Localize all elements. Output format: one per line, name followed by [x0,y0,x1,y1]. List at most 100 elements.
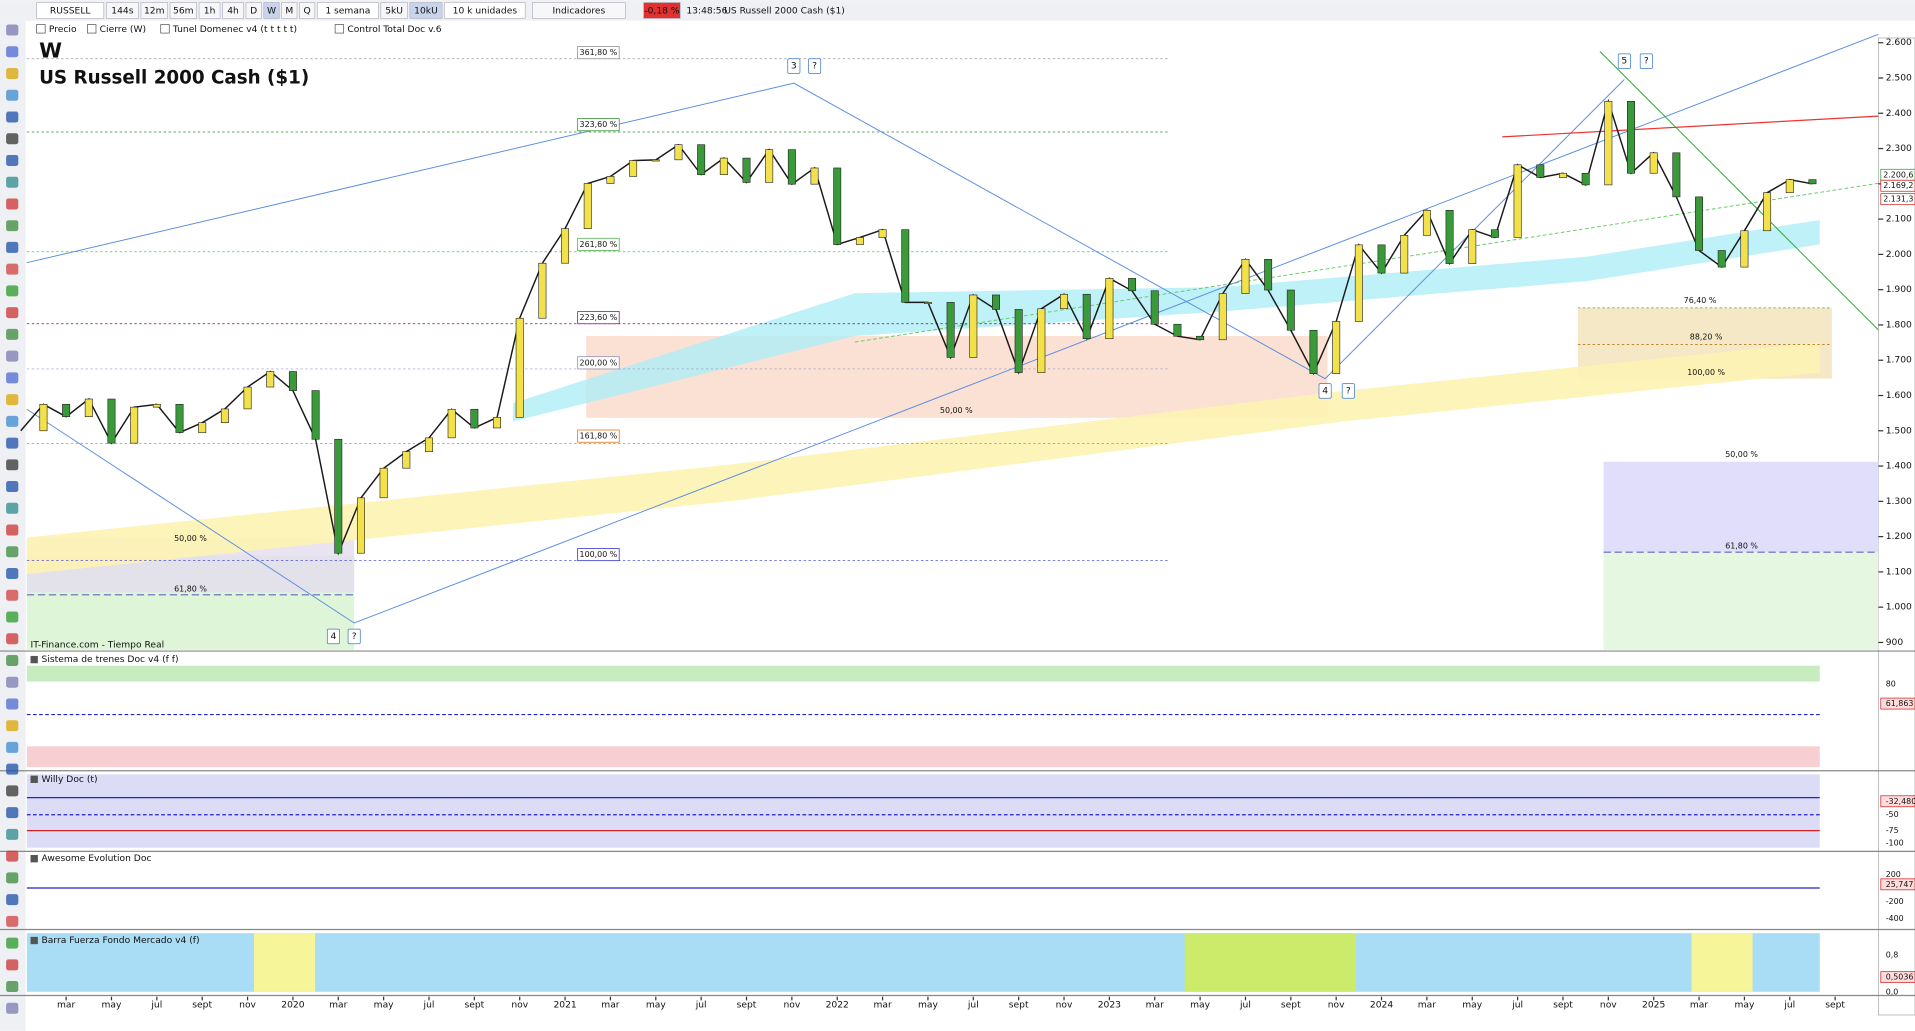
fib-label: 100,00 % [580,550,618,559]
timeframe-button[interactable]: 56m [173,7,194,17]
unit-button-bg[interactable] [380,2,408,19]
timeframe-button[interactable]: W [267,7,276,17]
tool-icon[interactable] [6,89,19,101]
tool-icon[interactable] [6,481,19,493]
tool-icon[interactable] [6,502,19,514]
tool-icon[interactable] [6,437,19,449]
timeframe-button-bg[interactable] [105,2,139,19]
timeframe-button[interactable]: 12m [144,7,165,17]
legend-box[interactable] [36,24,46,34]
x-tick-label: sept [1009,1001,1029,1011]
tool-icon[interactable] [6,524,19,536]
unit-select-bg[interactable] [444,2,526,19]
legend-item[interactable]: Precio [49,25,77,35]
x-tick-label: jul [1511,1001,1523,1011]
tool-icon[interactable] [6,68,19,80]
tool-icon[interactable] [6,350,19,362]
tool-icon[interactable] [6,589,19,601]
tool-icon[interactable] [6,285,19,297]
tool-icon[interactable] [6,46,19,58]
timeframe-button[interactable]: M [285,7,293,17]
tool-icon[interactable] [6,263,19,275]
legend-box[interactable] [160,24,170,34]
tool-icon[interactable] [6,220,19,232]
tool-icon[interactable] [6,959,19,971]
tool-icon[interactable] [6,937,19,949]
legend-item[interactable]: Control Total Doc v.6 [347,25,441,35]
timeframe-button-bg[interactable] [245,2,262,19]
timeframe-button-bg[interactable] [299,2,316,19]
unit-button-bg[interactable] [409,2,443,19]
timeframe-button[interactable]: Q [304,7,311,17]
timeframe-button-bg[interactable] [222,2,244,19]
tool-icon[interactable] [6,828,19,840]
tool-icon[interactable] [6,785,19,797]
tool-icon[interactable] [6,459,19,471]
tool-icon[interactable] [6,241,19,253]
tool-icon[interactable] [6,633,19,645]
tool-icon[interactable] [6,611,19,623]
tool-icon[interactable] [6,807,19,819]
timeframe-button-bg[interactable] [198,2,221,19]
tool-icon[interactable] [6,676,19,688]
timeframe-button-bg[interactable] [263,2,280,19]
tool-icon[interactable] [6,154,19,166]
timeframe-button-bg[interactable] [169,2,197,19]
change-bg[interactable] [643,2,681,19]
timeframe-button[interactable]: 144s [111,7,133,17]
period-select[interactable]: 1 semana [325,7,370,17]
tool-icon[interactable] [6,741,19,753]
tool-icon[interactable] [6,915,19,927]
tool-icon[interactable] [6,24,19,36]
tool-icon[interactable] [6,872,19,884]
indicators-button[interactable]: Indicadores [552,7,605,17]
tool-icon[interactable] [6,763,19,775]
legend-item[interactable]: Tunel Domenec v4 (t t t t t) [172,25,297,35]
tool-icon[interactable] [6,654,19,666]
fib-label: 100,00 % [1687,368,1725,377]
tool-icon[interactable] [6,328,19,340]
tool-icon[interactable] [6,133,19,145]
legend-box[interactable] [334,24,345,34]
candle-body [1695,196,1704,251]
tool-icon[interactable] [6,394,19,406]
symbol-bg[interactable] [36,2,105,19]
legend-item[interactable]: Cierre (W) [100,25,146,35]
fib-label: 50,00 % [1725,450,1758,459]
tool-icon[interactable] [6,415,19,427]
symbol[interactable]: RUSSELL [50,7,92,17]
tool-icon[interactable] [6,894,19,906]
unit-select[interactable]: 10 k unidades [453,7,518,17]
timeframe-button-bg[interactable] [281,2,298,19]
legend-box[interactable] [87,24,97,34]
tool-icon[interactable] [6,698,19,710]
tool-icon[interactable] [6,372,19,384]
indicators-button-bg[interactable] [532,2,626,19]
tool-icon[interactable] [6,720,19,732]
timeframe-button[interactable]: 4h [227,7,239,17]
period-select-bg[interactable] [316,2,379,19]
tool-icon[interactable] [6,1002,19,1014]
tool-icon[interactable] [6,850,19,862]
tool-icon[interactable] [6,981,19,993]
unit-button[interactable]: 10kU [414,7,438,17]
tool-icon[interactable] [6,198,19,210]
candle-body [1037,308,1046,373]
tool-icon[interactable] [6,568,19,580]
x-tick-label: 2022 [826,1001,849,1011]
fib-label: 361,80 % [580,48,618,57]
timeframe-button[interactable]: 1h [204,7,216,17]
tool-icon[interactable] [6,111,19,123]
timeframe-button-bg[interactable] [140,2,168,19]
unit-button[interactable]: 5kU [385,7,403,17]
tool-icon[interactable] [6,546,19,558]
candle-body [1581,172,1590,186]
tool-icon[interactable] [6,307,19,319]
price-tag-label: 2.200,6 [1883,170,1913,179]
timeframe-button[interactable]: D [250,7,257,17]
tool-icon[interactable] [6,176,19,188]
price-tag-label: 2.169,2 [1883,181,1913,190]
change[interactable]: -0,18 % [644,7,680,17]
candle-body [901,229,910,303]
